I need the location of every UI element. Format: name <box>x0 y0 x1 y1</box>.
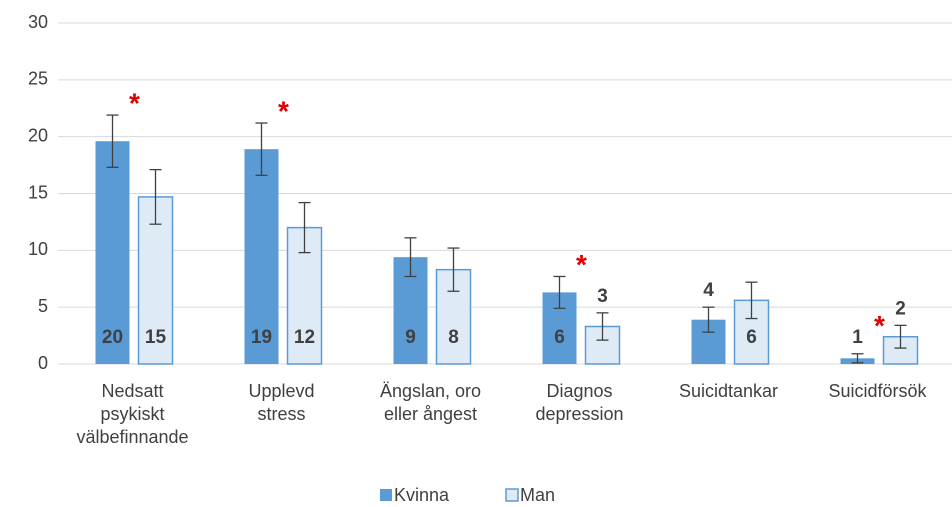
bar <box>137 196 174 365</box>
significance: * <box>576 249 587 280</box>
x-tick-label: välbefinnande <box>76 427 188 447</box>
x-tick-label: Suicidförsök <box>828 381 927 401</box>
value-label: 2 <box>895 298 906 319</box>
x-tick-label: eller ångest <box>384 404 477 424</box>
value-label: 6 <box>554 327 565 348</box>
x-tick-label: Suicidtankar <box>679 381 778 401</box>
x-tick-label: Ängslan, oro <box>380 381 481 401</box>
significance: * <box>278 95 289 126</box>
value-label: 8 <box>448 327 459 348</box>
value-label: 3 <box>597 286 608 307</box>
value-label: 12 <box>294 327 315 348</box>
y-tick-label: 20 <box>28 125 48 145</box>
value-label: 4 <box>703 280 714 301</box>
legend-label: Man <box>520 485 555 505</box>
y-tick-label: 10 <box>28 239 48 259</box>
significance: * <box>874 310 885 341</box>
y-tick-label: 0 <box>38 353 48 373</box>
y-tick-label: 25 <box>28 69 48 89</box>
legend-swatch <box>380 489 392 501</box>
x-tick-label: depression <box>535 404 623 424</box>
value-label: 20 <box>102 327 123 348</box>
y-tick-label: 15 <box>28 182 48 202</box>
bar <box>95 141 130 364</box>
x-tick-label: Diagnos <box>546 381 612 401</box>
significance: * <box>129 87 140 118</box>
value-label: 6 <box>746 327 757 348</box>
value-label: 1 <box>852 327 863 348</box>
value-label: 9 <box>405 327 416 348</box>
y-tick-label: 5 <box>38 296 48 316</box>
value-label: 15 <box>145 327 167 348</box>
x-tick-label: Nedsatt <box>101 381 163 401</box>
y-tick-label: 30 <box>28 12 48 32</box>
x-tick-label: Upplevd <box>248 381 314 401</box>
legend-swatch <box>505 488 519 502</box>
x-tick-label: stress <box>257 404 305 424</box>
legend-label: Kvinna <box>394 485 450 505</box>
x-tick-label: psykiskt <box>100 404 164 424</box>
bar <box>244 149 279 364</box>
value-label: 19 <box>251 327 272 348</box>
